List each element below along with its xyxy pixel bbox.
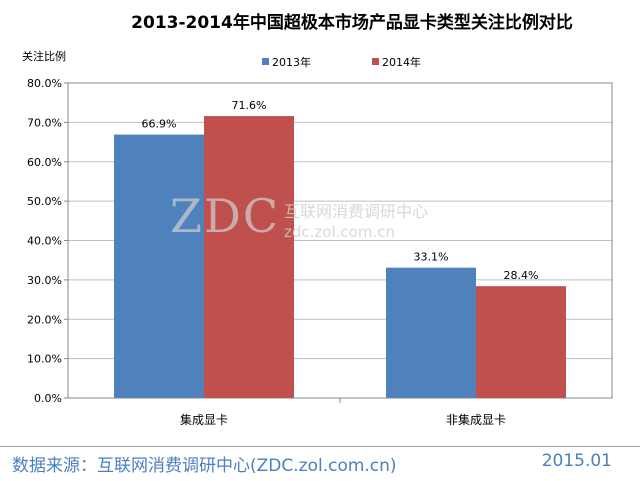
bar	[114, 134, 204, 399]
legend-label: 2014年	[382, 55, 421, 69]
data-source-text: 数据来源：互联网消费调研中心(ZDC.zol.com.cn)	[12, 456, 397, 476]
chart-title: 2013-2014年中国超极本市场产品显卡类型关注比例对比	[131, 12, 573, 33]
y-tick-label: 40.0%	[27, 235, 62, 248]
y-tick-label: 30.0%	[27, 274, 62, 287]
y-tick-label: 50.0%	[27, 195, 62, 208]
y-tick-label: 80.0%	[27, 77, 62, 90]
legend-swatch	[262, 58, 269, 65]
watermark-url: zdc.zol.com.cn	[284, 223, 395, 241]
publish-date: 2015.01	[541, 451, 612, 471]
data-label: 28.4%	[504, 269, 539, 282]
bar	[204, 116, 294, 398]
watermark-logo: ZDC	[170, 189, 280, 243]
x-tick-label: 集成显卡	[180, 412, 228, 427]
y-tick-label: 10.0%	[27, 353, 62, 366]
data-label: 66.9%	[142, 118, 177, 131]
y-tick-label: 0.0%	[34, 392, 62, 405]
y-tick-label: 60.0%	[27, 156, 62, 169]
y-tick-label: 20.0%	[27, 313, 62, 326]
data-label: 33.1%	[414, 251, 449, 264]
legend-swatch	[372, 58, 379, 65]
y-axis-label: 关注比例	[22, 49, 66, 63]
y-tick-label: 70.0%	[27, 116, 62, 129]
x-tick-label: 非集成显卡	[446, 412, 506, 427]
legend-label: 2013年	[272, 55, 311, 69]
bar	[386, 267, 476, 398]
bar	[476, 286, 566, 398]
data-label: 71.6%	[232, 99, 267, 112]
footer: 数据来源：互联网消费调研中心(ZDC.zol.com.cn) 2015.01	[0, 446, 640, 481]
watermark-name: 互联网消费调研中心	[284, 202, 428, 221]
